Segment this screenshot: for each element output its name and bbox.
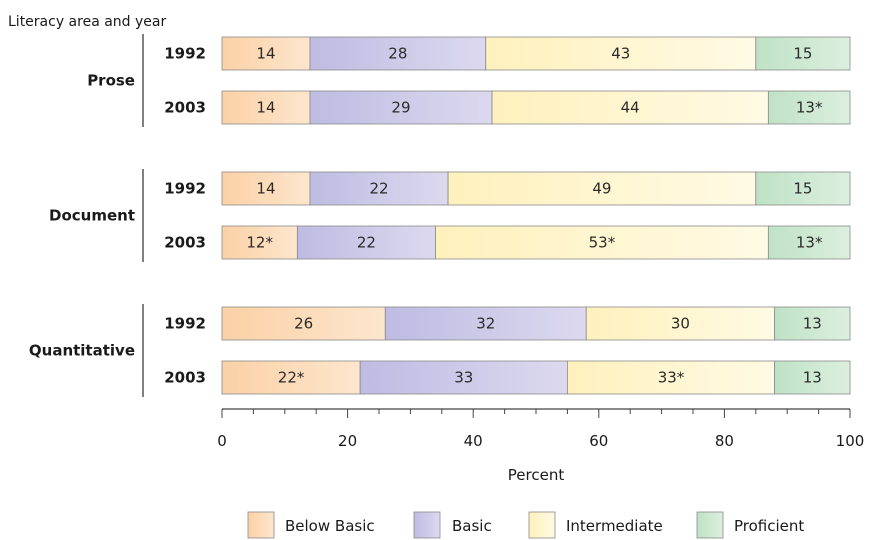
data-label: 30: [671, 315, 690, 333]
data-label: 14: [256, 180, 275, 198]
bar-segment: [221, 171, 311, 206]
data-label: 44: [621, 99, 640, 117]
area-label: Quantitative: [29, 342, 135, 360]
legend-swatch: [247, 511, 275, 539]
x-tick-label: 40: [464, 432, 483, 450]
data-label: 28: [388, 45, 407, 63]
x-tick-label: 60: [589, 432, 608, 450]
plot-area: Prose 1992 14 28 43 15 2003 14 29 44 13* Document 19…: [29, 34, 851, 397]
legend-label: Intermediate: [566, 517, 663, 535]
legend-label: Proficient: [734, 517, 804, 535]
bar-segment: [485, 36, 757, 71]
data-label: 12*: [246, 234, 273, 252]
legend-swatch: [413, 511, 441, 539]
legend-label: Below Basic: [285, 517, 375, 535]
data-label: 15: [793, 45, 812, 63]
year-label: 1992: [164, 180, 206, 198]
bar-segment: [296, 225, 436, 260]
year-label: 2003: [164, 234, 206, 252]
bar-segment: [309, 90, 493, 125]
data-label: 43: [611, 45, 630, 63]
bar-segment: [384, 306, 587, 341]
data-label: 29: [391, 99, 410, 117]
bar-segment: [767, 225, 851, 260]
data-label: 13: [803, 315, 822, 333]
year-label: 1992: [164, 315, 206, 333]
data-label: 14: [256, 99, 275, 117]
legend-swatch: [696, 511, 724, 539]
bar-segment: [221, 360, 361, 395]
bar-segment: [359, 360, 568, 395]
bar-segment: [774, 306, 851, 341]
bar-segment: [774, 360, 851, 395]
legend-label: Basic: [452, 517, 492, 535]
x-tick-label: 80: [715, 432, 734, 450]
data-label: 22: [357, 234, 376, 252]
year-label: 2003: [164, 369, 206, 387]
bar-segment: [435, 225, 769, 260]
bar-segment: [755, 171, 851, 206]
x-tick-label: 0: [217, 432, 227, 450]
y-axis-title: Literacy area and year: [8, 14, 166, 30]
area-label: Prose: [87, 72, 135, 90]
bar-segment: [309, 171, 449, 206]
year-label: 2003: [164, 99, 206, 117]
data-label: 26: [294, 315, 313, 333]
data-label: 32: [476, 315, 495, 333]
legend: Below Basic Basic Intermediate Proficient: [247, 511, 804, 539]
data-label: 13: [803, 369, 822, 387]
data-label: 13*: [796, 234, 823, 252]
data-label: 13*: [796, 99, 823, 117]
data-label: 14: [256, 45, 275, 63]
bar-segment: [585, 306, 776, 341]
bar-segment: [221, 306, 386, 341]
x-tick-label: 100: [836, 432, 865, 450]
x-axis: 0 20 40 60 80 100: [217, 408, 865, 450]
bar-segment: [221, 225, 298, 260]
bar-segment: [767, 90, 851, 125]
area-label: Document: [49, 207, 135, 225]
data-label: 49: [592, 180, 611, 198]
data-label: 22*: [278, 369, 305, 387]
year-label: 1992: [164, 45, 206, 63]
x-axis-title: Percent: [508, 466, 565, 484]
data-label: 22: [369, 180, 388, 198]
data-label: 15: [793, 180, 812, 198]
legend-swatch: [528, 511, 556, 539]
bar-segment: [309, 36, 487, 71]
bar-segment: [755, 36, 851, 71]
data-label: 33*: [658, 369, 685, 387]
data-label: 33: [454, 369, 473, 387]
bar-segment: [567, 360, 776, 395]
x-tick-label: 20: [338, 432, 357, 450]
data-label: 53*: [589, 234, 616, 252]
bar-segment: [447, 171, 757, 206]
